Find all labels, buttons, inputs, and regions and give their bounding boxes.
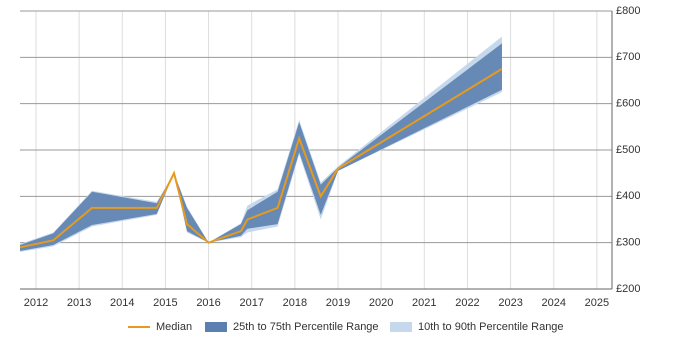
legend-swatch <box>390 322 412 332</box>
x-tick-label: 2021 <box>412 297 436 309</box>
y-tick-label: £300 <box>616 237 640 249</box>
x-tick-label: 2018 <box>283 297 307 309</box>
x-tick-label: 2023 <box>498 297 522 309</box>
median-line <box>19 68 503 249</box>
x-tick-label: 2016 <box>196 297 220 309</box>
y-tick-label: £400 <box>616 190 640 202</box>
y-tick-label: £500 <box>616 144 640 156</box>
x-tick-label: 2015 <box>153 297 177 309</box>
x-tick-label: 2022 <box>455 297 479 309</box>
y-tick-label: £700 <box>616 51 640 63</box>
x-tick-label: 2014 <box>110 297 134 309</box>
percentile-band <box>20 43 502 252</box>
x-tick-label: 2013 <box>67 297 91 309</box>
x-tick-label: 2024 <box>542 297 566 309</box>
legend-label: 10th to 90th Percentile Range <box>418 321 564 333</box>
y-tick-label: £200 <box>616 283 640 295</box>
y-tick-label: £600 <box>616 98 640 110</box>
x-tick-label: 2017 <box>239 297 263 309</box>
legend-swatch <box>205 322 227 332</box>
x-tick-label: 2012 <box>24 297 48 309</box>
x-tick-label: 2019 <box>326 297 350 309</box>
legend-label: Median <box>156 321 192 333</box>
x-tick-label: 2025 <box>585 297 609 309</box>
y-tick-label: £800 <box>616 5 640 17</box>
legend-label: 25th to 75th Percentile Range <box>233 321 379 333</box>
x-tick-label: 2020 <box>369 297 393 309</box>
